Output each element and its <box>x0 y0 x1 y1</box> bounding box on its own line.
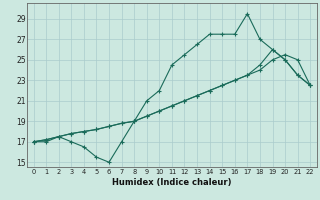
X-axis label: Humidex (Indice chaleur): Humidex (Indice chaleur) <box>112 178 232 187</box>
